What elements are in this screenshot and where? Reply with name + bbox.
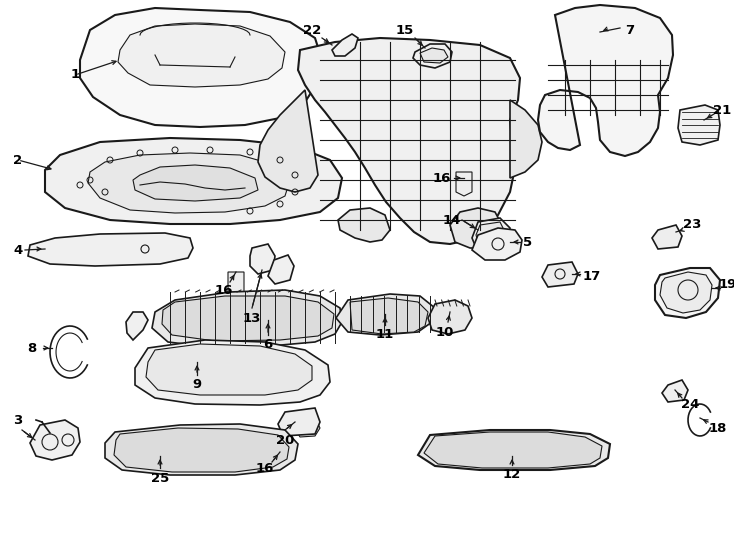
Polygon shape <box>456 172 472 196</box>
Polygon shape <box>332 34 358 56</box>
Polygon shape <box>424 432 602 468</box>
Text: 8: 8 <box>27 341 37 354</box>
Text: 22: 22 <box>303 24 321 37</box>
Text: 3: 3 <box>13 414 23 427</box>
Polygon shape <box>295 418 320 437</box>
Polygon shape <box>133 165 258 201</box>
Polygon shape <box>428 300 472 334</box>
Polygon shape <box>542 262 578 287</box>
Polygon shape <box>146 344 312 395</box>
Polygon shape <box>152 290 342 347</box>
Polygon shape <box>135 340 330 405</box>
Text: 1: 1 <box>70 69 79 82</box>
Text: 12: 12 <box>503 469 521 482</box>
Polygon shape <box>30 420 80 460</box>
Polygon shape <box>413 44 452 68</box>
Polygon shape <box>472 218 510 250</box>
Polygon shape <box>250 244 275 274</box>
Polygon shape <box>114 428 289 472</box>
Polygon shape <box>28 233 193 266</box>
Polygon shape <box>268 255 294 284</box>
Polygon shape <box>298 38 520 244</box>
Polygon shape <box>45 138 342 224</box>
Text: 10: 10 <box>436 326 454 339</box>
Polygon shape <box>126 312 148 340</box>
Text: 21: 21 <box>713 104 731 117</box>
Text: 11: 11 <box>376 328 394 341</box>
Text: 19: 19 <box>719 279 734 292</box>
Polygon shape <box>472 228 522 260</box>
Polygon shape <box>278 408 320 436</box>
Text: 16: 16 <box>433 172 451 185</box>
Text: 17: 17 <box>583 269 601 282</box>
Polygon shape <box>655 268 720 318</box>
Text: 6: 6 <box>264 339 272 352</box>
Text: 23: 23 <box>683 219 701 232</box>
Polygon shape <box>118 24 285 87</box>
Polygon shape <box>258 90 318 192</box>
Polygon shape <box>660 272 712 313</box>
Text: 14: 14 <box>443 213 461 226</box>
Polygon shape <box>162 296 334 341</box>
Polygon shape <box>350 298 428 334</box>
Polygon shape <box>538 5 673 156</box>
Polygon shape <box>678 105 720 145</box>
Polygon shape <box>420 48 448 63</box>
Polygon shape <box>338 208 390 242</box>
Text: 20: 20 <box>276 434 294 447</box>
Polygon shape <box>228 272 244 296</box>
Polygon shape <box>450 208 502 248</box>
Polygon shape <box>105 424 298 475</box>
Polygon shape <box>336 294 435 335</box>
Text: 13: 13 <box>243 312 261 325</box>
Text: 15: 15 <box>396 24 414 37</box>
Text: 16: 16 <box>256 462 275 475</box>
Text: 5: 5 <box>523 235 533 248</box>
Text: 24: 24 <box>681 399 700 411</box>
Polygon shape <box>476 222 505 248</box>
Polygon shape <box>418 430 610 470</box>
Text: 7: 7 <box>625 24 635 37</box>
Text: 18: 18 <box>709 422 727 435</box>
Polygon shape <box>80 8 322 127</box>
Polygon shape <box>652 225 682 249</box>
Polygon shape <box>88 153 290 213</box>
Text: 9: 9 <box>192 379 202 392</box>
Polygon shape <box>662 380 688 402</box>
Text: 25: 25 <box>151 471 169 484</box>
Text: 2: 2 <box>13 153 23 166</box>
Text: 4: 4 <box>13 244 23 256</box>
Polygon shape <box>510 100 542 178</box>
Text: 16: 16 <box>215 284 233 296</box>
